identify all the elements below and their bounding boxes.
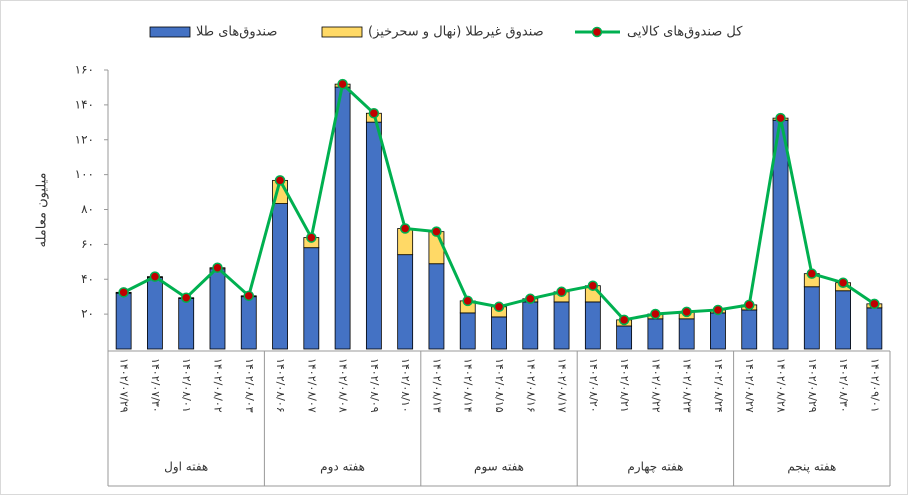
- line-marker: [149, 271, 161, 282]
- x-tick-label: ۱۴۰۲/۰۸/۰۷: [305, 358, 318, 413]
- bar: [616, 325, 633, 350]
- bar: [866, 307, 883, 350]
- bar: [303, 247, 320, 350]
- legend-label: صندوق‌های طلا: [196, 25, 277, 40]
- bar: [428, 263, 445, 350]
- bar: [334, 86, 351, 350]
- line-marker: [712, 304, 724, 316]
- bar: [147, 277, 163, 350]
- bar: [741, 309, 758, 350]
- bar: [209, 268, 226, 350]
- bar: [397, 254, 414, 350]
- x-tick-label: ۱۴۰۲/۰۸/۰۳: [243, 358, 256, 413]
- bar: [272, 203, 288, 350]
- bar: [803, 286, 820, 350]
- line-marker: [618, 314, 630, 326]
- x-tick-label: ۱۴۰۲/۰۸/۱۷: [556, 358, 569, 413]
- legend-marker: [591, 26, 603, 38]
- line-marker: [775, 112, 786, 124]
- x-tick-label: ۱۴۰۲/۰۸/۱۴: [462, 358, 475, 413]
- line-marker: [525, 293, 536, 305]
- x-tick-label: ۱۴۰۲/۰۸/۲۸: [775, 358, 788, 413]
- legend-label: کل صندوق‌های کالایی: [627, 25, 743, 40]
- line-marker: [243, 290, 255, 302]
- line-marker: [399, 223, 411, 234]
- y-tick-label: ۸۰: [81, 202, 94, 216]
- y-tick-label: ۱۰۰: [75, 167, 94, 181]
- x-tick-label: ۱۴۰۲/۰۸/۰۲: [211, 358, 224, 413]
- bar: [522, 301, 539, 350]
- bar: [835, 290, 851, 350]
- x-tick-label: ۱۴۰۲/۰۸/۱۳: [430, 358, 443, 413]
- line-marker: [650, 308, 661, 320]
- line-marker: [180, 292, 192, 303]
- line-marker: [212, 262, 223, 273]
- line-marker: [274, 175, 286, 186]
- bar: [178, 298, 195, 350]
- line-marker: [462, 295, 473, 307]
- x-tick-label: ۱۴۰۲/۰۸/۰۸: [337, 358, 350, 413]
- line-marker: [493, 301, 505, 313]
- x-tick-label: ۱۴۰۲/۰۸/۱۵: [493, 358, 506, 413]
- x-tick-label: ۱۴۰۲/۰۸/۳۰: [837, 358, 850, 413]
- bar: [459, 312, 476, 350]
- bar: [365, 121, 382, 350]
- y-axis-label: میلیون معامله: [35, 173, 50, 248]
- line-marker: [306, 232, 317, 243]
- bar: [678, 318, 695, 350]
- x-tick-label: ۱۴۰۲/۰۸/۲۳: [681, 358, 694, 413]
- x-tick-label: ۱۴۰۲/۰۸/۲۲: [649, 358, 662, 413]
- legend-label: صندوق غیرطلا (نهال و سحرخیز): [368, 25, 544, 40]
- legend-swatch: [149, 26, 191, 38]
- x-tick-label: ۱۴۰۲/۰۸/۰۶: [274, 358, 287, 413]
- line-marker: [869, 298, 880, 310]
- y-tick-label: ۱۶۰: [75, 63, 94, 77]
- bar: [710, 312, 726, 350]
- legend-swatch: [321, 26, 363, 38]
- x-tick-label: ۱۴۰۲/۰۷/۳۰: [149, 358, 162, 413]
- line-marker: [806, 268, 818, 279]
- x-tick-label: ۱۴۰۲/۰۸/۲۷: [743, 358, 756, 413]
- bar: [115, 292, 132, 350]
- x-tick-label: ۱۴۰۲/۰۸/۰۹: [368, 358, 381, 413]
- line-marker: [743, 299, 755, 311]
- y-tick-label: ۴۰: [81, 272, 94, 286]
- group-label: هفته پنجم: [787, 460, 836, 474]
- line-marker: [431, 226, 442, 237]
- bar: [647, 318, 664, 350]
- group-label: هفته اول: [164, 460, 208, 475]
- bar: [491, 316, 507, 350]
- group-label: هفته سوم: [474, 460, 524, 475]
- y-tick-label: ۱۲۰: [75, 132, 94, 146]
- line-marker: [337, 78, 348, 90]
- x-tick-label: ۱۴۰۲/۰۸/۲۴: [712, 358, 725, 413]
- bar: [584, 301, 601, 350]
- line-marker: [556, 286, 567, 298]
- y-tick-label: ۱۴۰: [75, 97, 94, 111]
- bar: [240, 296, 257, 350]
- line-marker: [368, 107, 380, 119]
- line-marker: [837, 277, 849, 288]
- line-marker: [587, 280, 599, 291]
- line-marker: [681, 306, 692, 318]
- line-marker: [118, 287, 129, 298]
- bar: [553, 301, 570, 350]
- group-label: هفته دوم: [320, 460, 365, 475]
- x-tick-label: ۱۴۰۲/۰۸/۰۱: [180, 358, 193, 413]
- group-label: هفته چهارم: [627, 460, 683, 475]
- x-tick-label: ۱۴۰۲/۰۹/۰۱: [868, 358, 881, 413]
- y-tick-label: ۲۰: [81, 307, 94, 321]
- x-tick-label: ۱۴۰۲/۰۸/۱۰: [399, 358, 412, 413]
- x-tick-label: ۱۴۰۲/۰۸/۲۱: [618, 358, 631, 413]
- x-tick-label: ۱۴۰۲/۰۸/۱۶: [524, 358, 537, 413]
- x-tick-label: ۱۴۰۲/۰۸/۲۰: [587, 358, 600, 413]
- x-tick-label: ۱۴۰۲/۰۸/۲۹: [806, 358, 819, 413]
- y-tick-label: ۶۰: [81, 237, 94, 251]
- x-tick-label: ۱۴۰۲/۰۷/۲۹: [118, 358, 131, 413]
